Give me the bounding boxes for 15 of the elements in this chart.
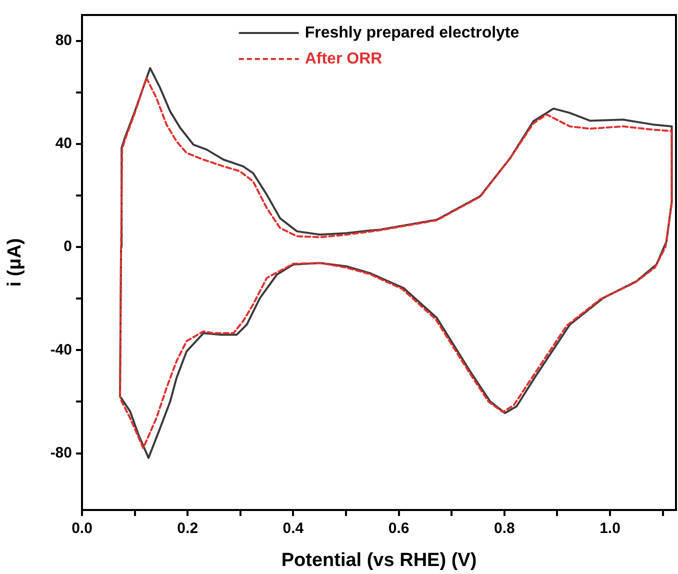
x-tick-label: 0.6: [388, 520, 410, 538]
y-tick-label: -80: [50, 444, 72, 462]
x-tick-label: 0.2: [177, 520, 198, 538]
y-axis-title: i (μA): [4, 238, 26, 287]
y-tick-label: 0: [64, 238, 72, 256]
y-tick-label: 80: [55, 32, 72, 49]
x-tick-label: 0.8: [494, 520, 515, 538]
y-tick-label: 40: [55, 135, 72, 152]
x-axis-title: Potential (vs RHE) (V): [281, 550, 477, 571]
legend-label: After ORR: [304, 50, 383, 68]
x-tick-label: 0.0: [72, 520, 92, 538]
x-tick-label: 0.4: [282, 520, 304, 538]
y-tick-label: -40: [50, 341, 72, 358]
x-tick-label: 1.0: [600, 520, 620, 538]
legend-label: Freshly prepared electrolyte: [304, 24, 520, 42]
